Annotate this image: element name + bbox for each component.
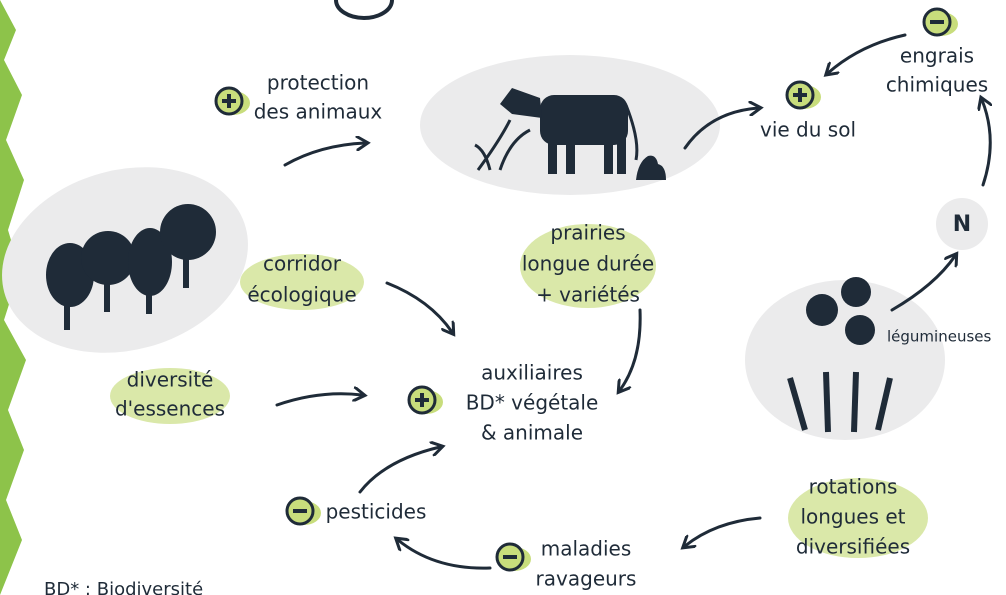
node-label: vie du sol [760,118,856,142]
node-label: + variétés [536,283,640,307]
node-label: BD* végétale [466,391,599,415]
node-label: auxiliaires [481,361,583,385]
node-label: corridor [263,252,342,276]
node-label: des animaux [254,100,383,124]
node-label: N [953,212,971,237]
node-label: protection [267,71,369,95]
circle-fragment [336,0,392,18]
node-label: pesticides [326,500,427,524]
node-label: diversité [127,368,214,392]
node-label: longues et [800,505,905,529]
badge-bar [503,555,517,559]
node-label: prairies [550,221,625,245]
node-label: rotations [809,475,898,499]
badge-bar [227,94,231,108]
crops-blob [745,280,945,440]
node-label: longue durée [522,252,654,276]
node-label: maladies [541,537,632,561]
badge-bar [930,20,944,24]
node-label: engrais [900,44,974,68]
node-label: & animale [481,421,583,445]
node-label: ravageurs [536,567,637,591]
node-label: d'essences [115,397,225,421]
badge-bar [293,509,307,513]
footnote: BD* : Biodiversité [44,579,203,595]
node-label: écologique [247,283,356,307]
node-label: diversifiées [796,535,910,559]
diagram: protection des animaux vie du sol engrais ch… [0,0,1006,595]
badge-bar [798,88,802,102]
node-label: légumineuses [887,328,991,346]
node-label: chimiques [886,73,988,97]
badge-bar [420,393,424,407]
